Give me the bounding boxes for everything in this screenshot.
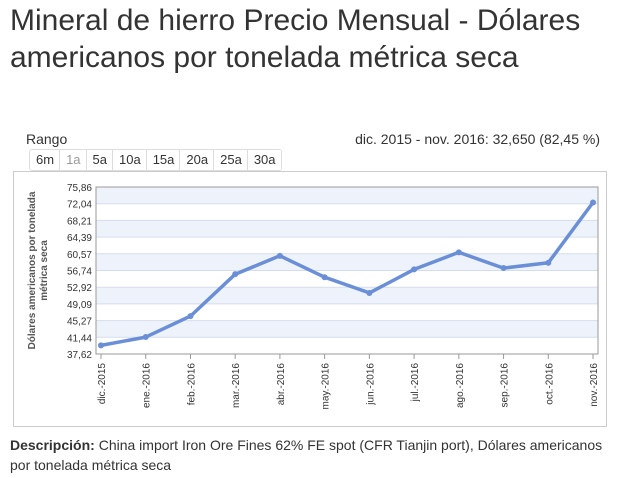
range-button-25a[interactable]: 25a bbox=[214, 150, 248, 170]
plot-band bbox=[96, 220, 598, 238]
x-tick-label: feb.-2016 bbox=[186, 363, 197, 406]
data-point bbox=[500, 265, 507, 272]
x-tick-label: abr.-2016 bbox=[276, 363, 287, 406]
y-tick-label: 56,74 bbox=[67, 267, 92, 278]
data-point bbox=[187, 313, 194, 320]
description-text: China import Iron Ore Fines 62% FE spot … bbox=[10, 437, 603, 473]
plot-band bbox=[96, 320, 598, 338]
data-point bbox=[276, 252, 283, 259]
y-tick-label: 49,09 bbox=[67, 300, 92, 311]
y-tick-label: 64,39 bbox=[67, 233, 92, 244]
x-tick-label: jun.-2016 bbox=[365, 363, 376, 406]
range-button-group: 6m 1a 5a 10a 15a 20a 25a 30a bbox=[29, 149, 282, 171]
description-label: Descripción: bbox=[10, 437, 95, 453]
data-point bbox=[321, 274, 328, 281]
range-button-5a[interactable]: 5a bbox=[86, 150, 113, 170]
plot-band bbox=[96, 253, 598, 271]
y-tick-label: 45,27 bbox=[67, 317, 92, 328]
x-tick-label: mar.-2016 bbox=[231, 363, 242, 408]
y-tick-label: 75,86 bbox=[67, 183, 92, 194]
data-point bbox=[98, 342, 104, 349]
plot-band bbox=[96, 187, 598, 204]
chart-container: 37,62 41,44 45,27 49,09 52,92 56,74 60,57 64,39… bbox=[13, 171, 607, 427]
line-chart: 37,62 41,44 45,27 49,09 52,92 56,74 60,57 64,39… bbox=[27, 183, 600, 410]
x-tick-label: ago.-2016 bbox=[455, 363, 466, 408]
y-axis-title: Dólares americanos por toneladamétrica s… bbox=[27, 191, 50, 349]
range-label: Rango bbox=[26, 131, 68, 147]
data-point bbox=[545, 259, 552, 266]
range-button-6m[interactable]: 6m bbox=[30, 150, 61, 170]
y-tick-label: 37,62 bbox=[67, 350, 92, 361]
data-point bbox=[142, 334, 149, 341]
x-tick-label: jul.-2016 bbox=[410, 363, 421, 403]
range-button-30a[interactable]: 30a bbox=[247, 150, 281, 170]
y-tick-label: 52,92 bbox=[67, 283, 92, 294]
range-button-10a[interactable]: 10a bbox=[113, 150, 147, 170]
data-point bbox=[455, 249, 462, 256]
plot-border bbox=[95, 186, 599, 355]
x-tick-label: oct.-2016 bbox=[544, 363, 555, 405]
plot-band bbox=[96, 287, 598, 304]
y-tick-label: 41,44 bbox=[67, 333, 92, 344]
y-tick-label: 60,57 bbox=[67, 250, 92, 261]
page-title: Mineral de hierro Precio Mensual - Dólar… bbox=[10, 4, 581, 74]
range-button-1a[interactable]: 1a bbox=[60, 150, 87, 170]
data-point bbox=[232, 271, 239, 278]
range-button-20a[interactable]: 20a bbox=[180, 150, 215, 170]
series-line bbox=[100, 201, 595, 348]
range-button-15a[interactable]: 15a bbox=[146, 150, 181, 170]
x-tick-label: may.-2016 bbox=[321, 363, 332, 410]
description: Descripción: China import Iron Ore Fines… bbox=[10, 435, 610, 475]
y-tick-label: 68,21 bbox=[67, 216, 92, 227]
x-tick-label: dic.-2015 bbox=[97, 363, 108, 405]
y-tick-label: 72,04 bbox=[67, 200, 92, 211]
x-tick-label: nov.-2016 bbox=[589, 363, 600, 407]
range-summary: dic. 2015 - nov. 2016: 32,650 (82,45 %) bbox=[355, 131, 600, 147]
data-point bbox=[411, 266, 418, 273]
data-point bbox=[366, 289, 373, 296]
x-tick-label: ene.-2016 bbox=[142, 363, 153, 408]
x-tick-label: sep.-2016 bbox=[500, 363, 511, 408]
data-point bbox=[590, 199, 596, 206]
